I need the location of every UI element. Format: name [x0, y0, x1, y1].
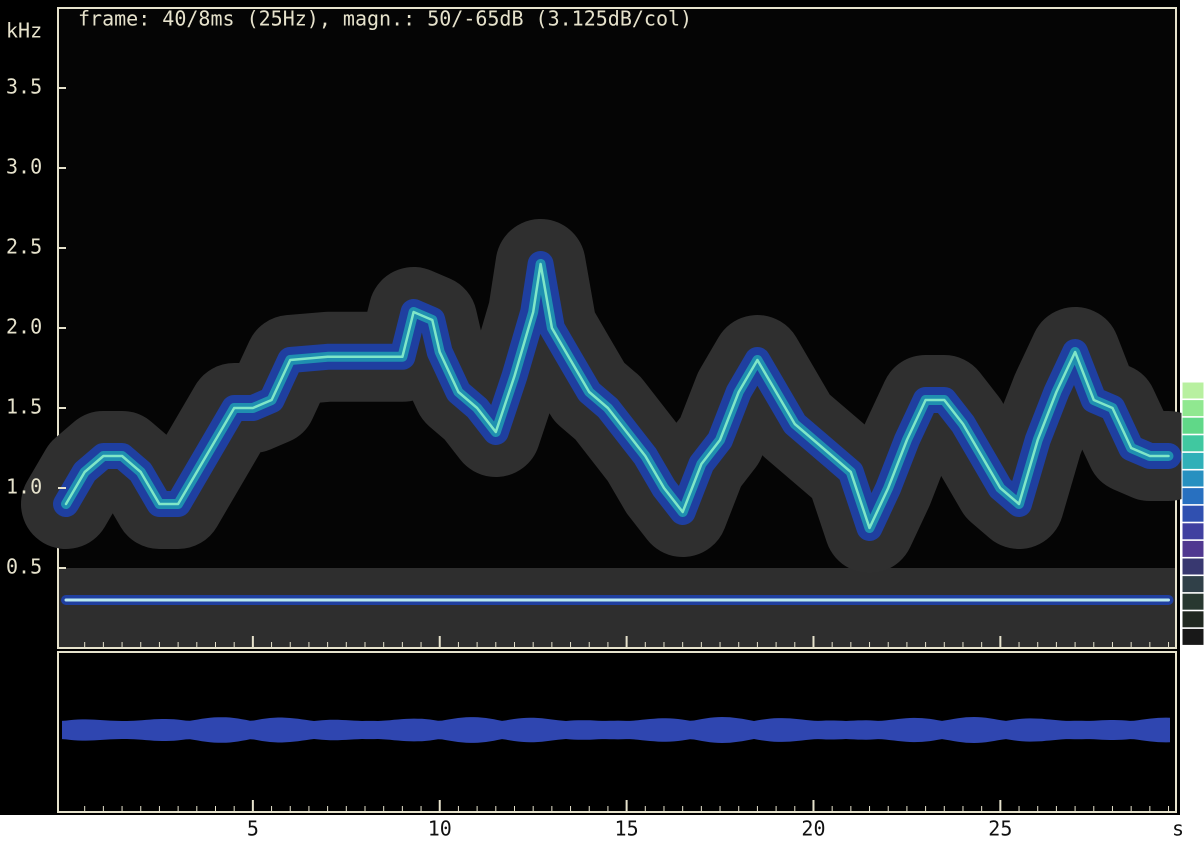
color-scale-cell: [1181, 557, 1204, 576]
x-tick-label: 25: [988, 817, 1012, 841]
color-scale-cell: [1181, 627, 1204, 646]
y-tick-label: 1.0: [6, 475, 42, 499]
waveform: [62, 717, 1170, 743]
x-tick-label: 20: [801, 817, 825, 841]
color-scale-cell: [1181, 504, 1204, 523]
color-scale-cell: [1181, 539, 1204, 558]
color-scale-cell: [1181, 434, 1204, 453]
color-scale-cell: [1181, 416, 1204, 435]
y-axis-label: kHz: [6, 19, 42, 43]
y-tick-label: 1.5: [6, 395, 42, 419]
color-scale-cell: [1181, 381, 1204, 400]
y-tick-label: 3.0: [6, 155, 42, 179]
color-scale-cell: [1181, 487, 1204, 506]
chart-title: frame: 40/8ms (25Hz), magn.: 50/-65dB (3…: [78, 7, 692, 31]
contour-line: [64, 262, 1170, 530]
x-tick-label: 10: [428, 817, 452, 841]
y-tick-label: 0.5: [6, 555, 42, 579]
color-scale-cell: [1181, 522, 1204, 541]
color-scale-cell: [1181, 610, 1204, 629]
spectrogram-panel: [57, 7, 1177, 649]
y-tick-label: 3.5: [6, 75, 42, 99]
color-scale-cell: [1181, 592, 1204, 611]
color-scale-cell: [1181, 575, 1204, 594]
noise-floor: [59, 568, 1175, 647]
color-scale-cell: [1181, 399, 1204, 418]
color-scale-cell: [1181, 451, 1204, 470]
y-tick-label: 2.5: [6, 235, 42, 259]
y-tick-label: 2.0: [6, 315, 42, 339]
x-tick-label: 5: [247, 817, 259, 841]
color-scale-cell: [1181, 469, 1204, 488]
plot-layer: 0.5 1.0 1.5 2.0 2.5 3.0 3.5 5 10 15 20 25: [6, 75, 1204, 841]
x-axis-label: s: [1172, 817, 1184, 841]
x-tick-label: 15: [615, 817, 639, 841]
